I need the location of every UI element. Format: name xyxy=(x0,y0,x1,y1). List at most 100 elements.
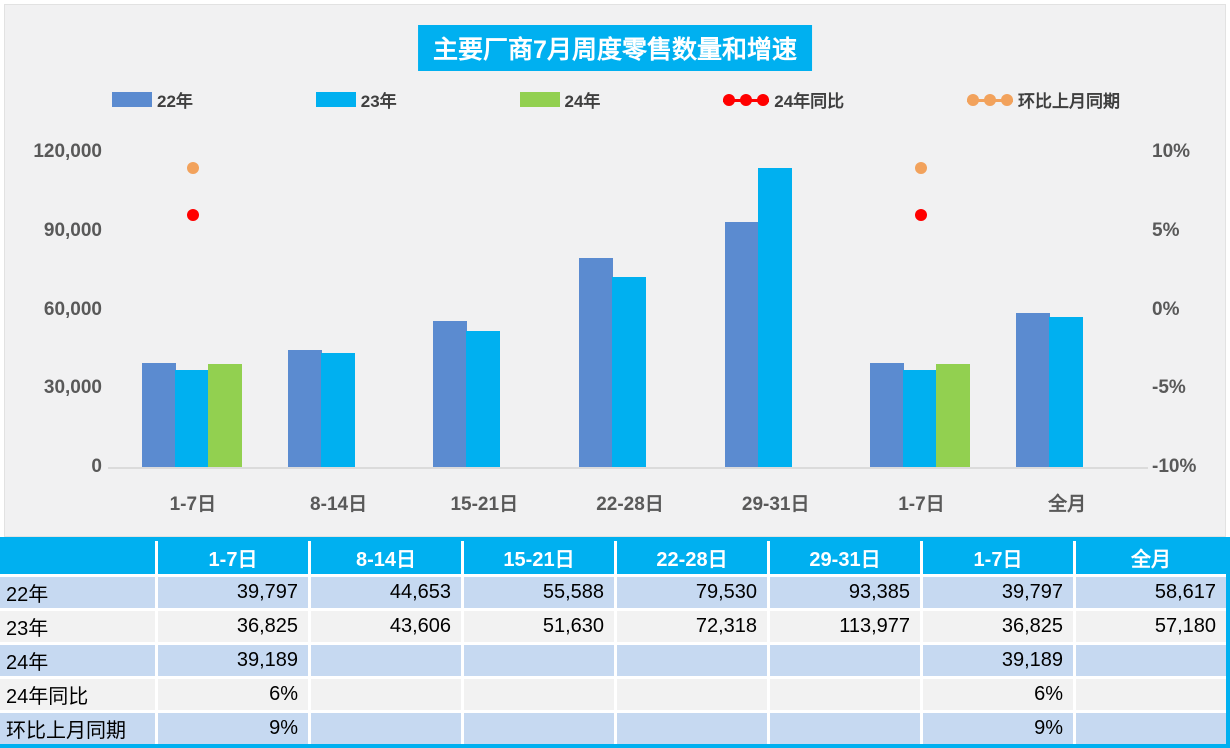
table-cell: 55,588 xyxy=(464,577,614,608)
bar-22年-全月 xyxy=(1016,313,1051,467)
legend-label: 22年 xyxy=(157,92,193,111)
table-header-cell: 全月 xyxy=(1076,541,1226,574)
bar-24年-1-7日 xyxy=(936,364,971,467)
right-axis-tick: 10% xyxy=(1152,141,1191,162)
table-row-label: 23年 xyxy=(0,611,155,642)
bar-22年-1-7日 xyxy=(141,362,176,467)
legend-item-24年同比: 24年同比 xyxy=(723,87,844,112)
table-cell xyxy=(617,679,767,710)
legend-swatch-icon xyxy=(519,92,560,107)
left-axis-tick: 120,000 xyxy=(33,141,102,162)
table-cell xyxy=(770,645,920,676)
legend-item-22年: 22年 xyxy=(112,87,193,112)
table-cell xyxy=(770,713,920,744)
table-cell xyxy=(770,679,920,710)
table-cell xyxy=(311,679,461,710)
x-axis-line xyxy=(108,467,1148,469)
right-axis-tick: 5% xyxy=(1152,219,1180,241)
left-axis-tick: 0 xyxy=(91,456,102,477)
legend-swatch-icon xyxy=(315,92,356,107)
legend-label: 24年 xyxy=(564,92,601,111)
table-cell xyxy=(464,679,614,710)
table-cell: 44,653 xyxy=(311,577,461,608)
bar-24年-1-7日 xyxy=(207,364,242,467)
table-cell: 39,797 xyxy=(158,577,308,608)
right-axis-tick: 0% xyxy=(1152,298,1180,320)
left-axis-tick: 60,000 xyxy=(43,298,102,320)
legend-item-23年: 23年 xyxy=(315,87,397,112)
plot-area: 120,000 90,000 60,000 30,000 0 10% 5% 0% -5% -10%… xyxy=(33,141,1196,515)
table-cell xyxy=(311,713,461,744)
bar-23年-1-7日 xyxy=(903,370,938,467)
table-cell: 57,180 xyxy=(1076,611,1226,642)
bar-23年-22-28日 xyxy=(612,277,646,467)
chart-title: 主要厂商7月周度零售数量和增速 xyxy=(418,25,812,71)
bar-23年-15-21日 xyxy=(466,331,501,467)
dot-环比上月同期 xyxy=(186,161,199,174)
table-cell: 39,797 xyxy=(923,577,1073,608)
legend-item-24年: 24年 xyxy=(519,87,601,112)
left-axis-tick: 90,000 xyxy=(43,219,102,241)
left-axis-tick: 30,000 xyxy=(43,377,102,399)
table-row-label: 22年 xyxy=(0,577,155,608)
bar-23年-29-31日 xyxy=(757,167,792,467)
dot-24年同比 xyxy=(186,209,199,221)
bar-22年-8-14日 xyxy=(287,349,322,467)
table-header-cell: 29-31日 xyxy=(770,541,920,574)
legend-dot-marker-icon xyxy=(967,93,1013,106)
table-header-cell: 22-28日 xyxy=(617,541,767,574)
x-axis-label: 15-21日 xyxy=(450,494,519,515)
dot-环比上月同期 xyxy=(915,161,928,174)
table-cell: 6% xyxy=(158,679,308,710)
table-cell: 113,977 xyxy=(770,611,920,642)
table-cell: 43,606 xyxy=(311,611,461,642)
table-grid: 1-7日 8-14日 15-21日 22-28日 29-31日 1-7日 全月 22年 39,7… xyxy=(0,541,1226,744)
table-cell xyxy=(311,645,461,676)
table-cell: 36,825 xyxy=(923,611,1073,642)
table-cell xyxy=(1076,713,1226,744)
bar-23年-1-7日 xyxy=(174,370,209,467)
table-cell xyxy=(1076,645,1226,676)
table-cell xyxy=(617,645,767,676)
table-header-cell: 1-7日 xyxy=(923,541,1073,574)
legend-item-环比上月同期: 环比上月同期 xyxy=(967,87,1120,112)
table-header-cell: 15-21日 xyxy=(464,541,614,574)
bar-22年-22-28日 xyxy=(579,258,613,467)
x-axis-label: 1-7日 xyxy=(898,494,945,515)
bar-23年-全月 xyxy=(1049,316,1084,467)
table-header-cell: 1-7日 xyxy=(158,541,308,574)
data-table: 1-7日 8-14日 15-21日 22-28日 29-31日 1-7日 全月 22年 39,7… xyxy=(0,537,1230,748)
table-cell: 36,825 xyxy=(158,611,308,642)
x-axis-label: 8-14日 xyxy=(310,494,368,515)
legend-label: 环比上月同期 xyxy=(1018,92,1120,111)
table-row-label: 环比上月同期 xyxy=(0,713,155,744)
x-axis-label: 22-28日 xyxy=(596,494,664,515)
dot-24年同比 xyxy=(915,209,928,221)
bar-22年-29-31日 xyxy=(724,221,759,467)
legend-dot-icon xyxy=(984,93,996,106)
table-cell: 6% xyxy=(923,679,1073,710)
table-corner-cell xyxy=(0,541,155,574)
chart-legend: 22年 23年 24年 24年同比 环比上月同期 xyxy=(112,87,1120,112)
table-cell: 51,630 xyxy=(464,611,614,642)
x-axis-label: 29-31日 xyxy=(741,494,810,515)
table-cell: 39,189 xyxy=(923,645,1073,676)
table-cell: 93,385 xyxy=(770,577,920,608)
table-cell: 79,530 xyxy=(617,577,767,608)
legend-dot-icon xyxy=(967,93,979,106)
legend-dot-icon xyxy=(723,93,736,106)
legend-label: 23年 xyxy=(360,92,397,111)
table-cell xyxy=(464,713,614,744)
table-header-cell: 8-14日 xyxy=(311,541,461,574)
chart-area: 主要厂商7月周度零售数量和增速 22年 23年 24年 24年同比 环比上月同期 120… xyxy=(4,4,1226,537)
table-cell xyxy=(1076,679,1226,710)
table-cell: 39,189 xyxy=(158,645,308,676)
table-row-label: 24年 xyxy=(0,645,155,676)
bar-22年-1-7日 xyxy=(870,362,905,467)
legend-dot-marker-icon xyxy=(723,93,770,106)
x-axis-label: 全月 xyxy=(1048,494,1087,515)
table-row-label: 24年同比 xyxy=(0,679,155,710)
legend-dot-icon xyxy=(740,93,753,106)
table-cell: 9% xyxy=(923,713,1073,744)
